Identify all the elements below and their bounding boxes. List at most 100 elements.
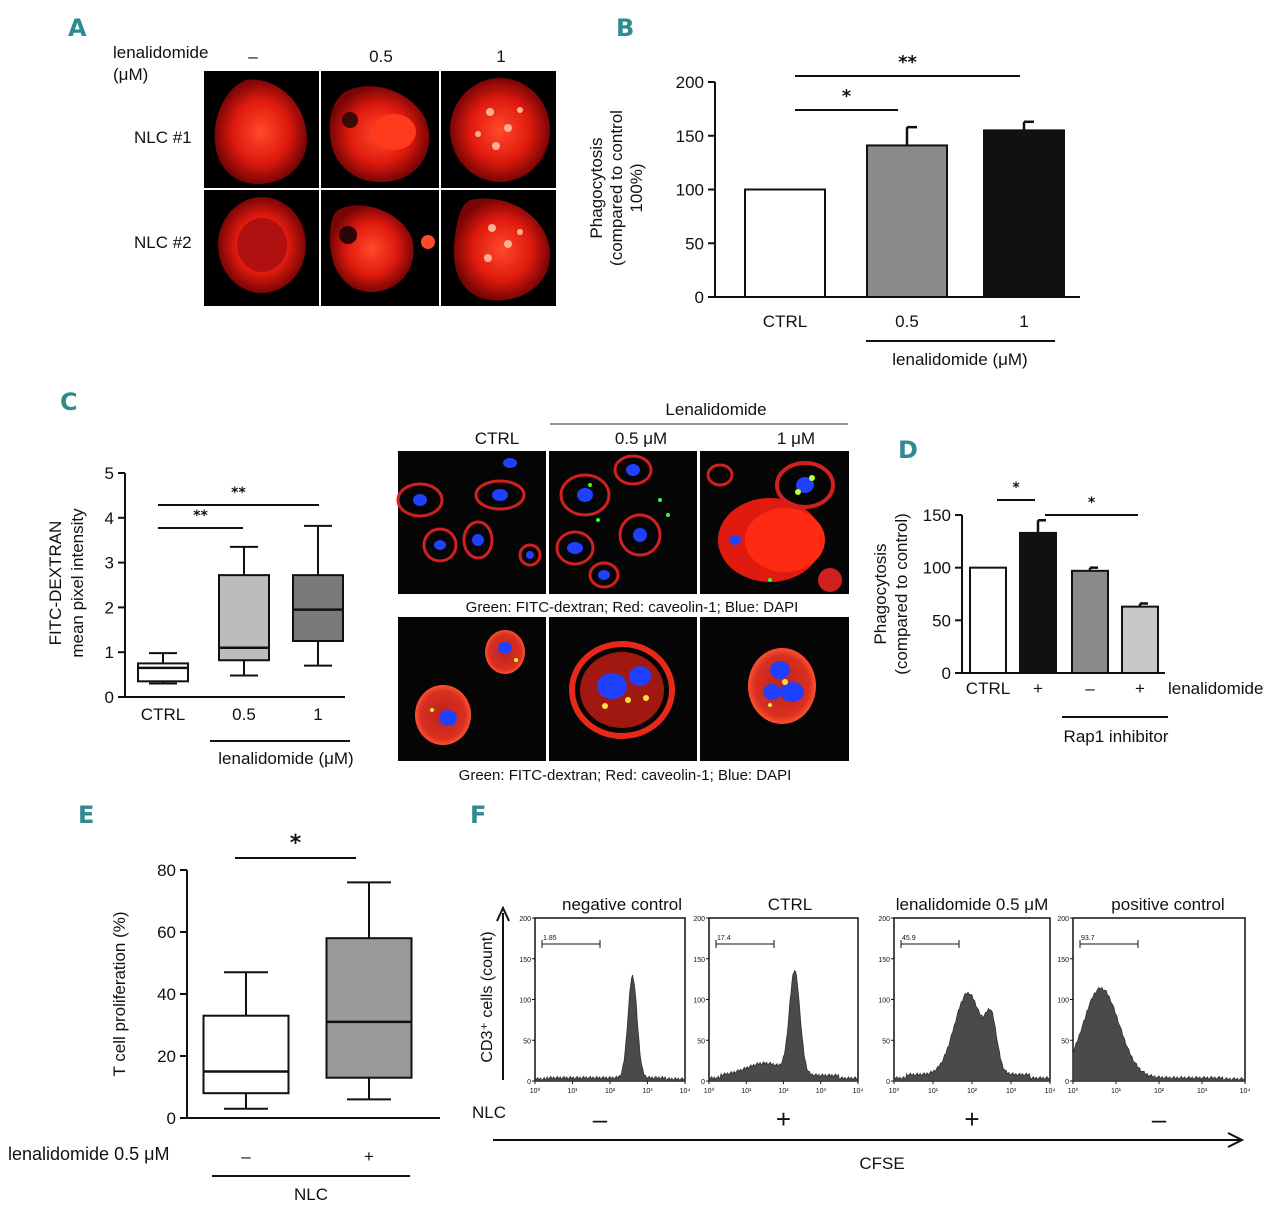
y-axis-label: CD3⁺ cells (count) [479,931,496,1062]
x-tick-label: 10² [605,1088,616,1095]
nlc-sign: + [964,1104,979,1134]
y-tick-label: 150 [519,957,531,964]
x-group-label: NLC [294,1185,328,1204]
y-tick-label: 200 [878,916,890,923]
y-axis-label: (compared to control [607,110,626,266]
box [202,1014,290,1095]
y-tick-label: 50 [685,234,704,253]
y-tick-label: 5 [105,464,114,483]
confocal-1-bottom [700,617,849,761]
panel-label-a: A [68,14,87,42]
x-tick-label: 10⁰ [889,1087,900,1095]
sig-c-2-stars: ** [231,485,246,501]
panel-c-images: Lenalidomide CTRL 0.5 μM 1 μM [396,400,849,784]
y-tick-label: 20 [157,1047,176,1066]
panel-a-unit-label: (μM) [113,65,148,84]
x-tick-label: 0.5 [232,705,256,724]
panel-c-caption-top: Green: FITC-dextran; Red: caveolin-1; Bl… [466,599,799,616]
row-label: lenalidomide [1168,679,1263,698]
panel-label-d: D [898,436,918,464]
y-tick-label: 200 [693,916,705,923]
bar [1121,605,1159,675]
x-tick-label: 10⁰ [1068,1087,1079,1095]
x-tick-label: 10⁴ [1045,1088,1056,1095]
panel-label-c: C [60,388,78,416]
x-tick-label: 10³ [1197,1088,1208,1095]
chart-e-t-cell-proliferation: 0 20 40 60 80 – + lenalidomide 0.5 μM NLC * T cell… [8,831,440,1204]
micrograph-nlc2-1 [441,190,556,306]
gate-value: 45.9 [902,935,916,942]
panel-a-col-label: – [248,47,258,66]
sig-b-1-stars: * [842,86,852,107]
y-axis-label: FITC-DEXTRAN [46,521,65,646]
gate-value: 1.85 [543,935,557,942]
sig-e-1-stars: * [290,831,302,856]
y-tick-label: 80 [157,861,176,880]
y-tick-label: 0 [167,1109,176,1128]
y-tick-label: 40 [157,985,176,1004]
confocal-1-top [700,451,849,594]
row-label: lenalidomide 0.5 μM [8,1144,169,1164]
sig-d-2-stars: * [1088,495,1096,511]
x-tick-label: 10² [1154,1088,1165,1095]
gate-value: 17.4 [717,935,731,942]
x-tick-label: + [1135,679,1145,698]
panel-a-col-label: 1 [496,47,505,66]
micrograph-nlc2-ctrl [204,190,319,306]
bar [866,144,948,298]
chart-d-phagocytosis-rap1: 0 50 100 150 CTRL + – + lenalidomide Rap1 inhibit… [871,480,1263,746]
y-tick-label: 50 [523,1038,531,1045]
y-tick-label: 4 [105,509,114,528]
x-tick-label: 10¹ [741,1088,752,1095]
y-tick-label: 150 [676,127,704,146]
sig-d-1-stars: * [1012,480,1020,496]
box [218,574,270,662]
y-tick-label: 0 [695,288,704,307]
histogram-curve [893,991,1051,1082]
y-axis-label: Phagocytosis [871,543,890,644]
x-tick-label: 1 [313,705,322,724]
x-tick-label: 10³ [816,1088,827,1095]
y-tick-label: 50 [882,1038,890,1045]
x-tick-label: + [364,1147,374,1166]
confocal-05-bottom [549,617,697,761]
y-tick-label: 200 [1057,916,1069,923]
x-tick-label: 10³ [1006,1088,1017,1095]
y-axis-label: mean pixel intensity [68,508,87,658]
y-axis-label: (compared to control) [892,513,911,675]
panel-a-col-label: 0.5 [369,47,393,66]
micrograph-nlc1-1 [441,71,556,188]
x-axis-label: CFSE [859,1154,904,1173]
y-tick-label: 50 [932,611,951,630]
panel-c-images-header: Lenalidomide [665,400,766,419]
histogram-curve [1072,986,1246,1082]
nlc-sign: + [776,1104,791,1134]
micrograph-nlc1-ctrl [204,71,319,188]
y-tick-label: 150 [878,957,890,964]
x-tick-label: 10¹ [567,1088,578,1095]
y-tick-label: 100 [519,998,531,1005]
x-tick-label: 10⁴ [853,1088,864,1095]
micrograph-nlc1-05 [321,71,439,188]
x-tick-label: – [1085,679,1095,698]
x-group-label: lenalidomide (μM) [892,350,1027,369]
y-tick-label: 0 [701,1079,705,1086]
y-tick-label: 50 [697,1038,705,1045]
nlc-sign: – [1152,1104,1167,1134]
micrograph-nlc2-05 [321,190,439,306]
bar [969,566,1007,675]
panel-a-row-label: NLC #2 [134,233,192,252]
panel-c-col-label: 0.5 μM [615,429,667,448]
box [292,574,344,642]
x-tick-label: CTRL [141,705,185,724]
y-tick-label: 150 [693,957,705,964]
y-tick-label: 200 [519,916,531,923]
y-tick-label: 150 [1057,957,1069,964]
y-tick-label: 200 [676,73,704,92]
y-tick-label: 60 [157,923,176,942]
histogram-curve [708,970,859,1082]
chart-c-fitc-dextran: 0 1 2 3 4 5 CTRL 0.5 1 lenalidomide (μM) ** ** FITC-… [46,464,354,768]
x-tick-label: 10⁰ [530,1087,541,1095]
confocal-ctrl-bottom [398,617,546,761]
bar [744,188,826,298]
